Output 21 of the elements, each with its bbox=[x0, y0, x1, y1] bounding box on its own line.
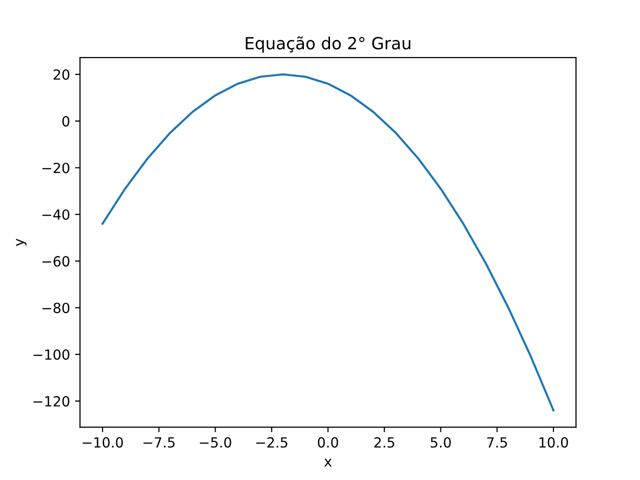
x-axis-title: x bbox=[324, 458, 332, 466]
y-axis-title: y bbox=[16, 238, 27, 246]
x-tick-label: −10.0 bbox=[82, 437, 123, 448]
y-tick-label: −60 bbox=[42, 256, 70, 267]
x-tick-label: −7.5 bbox=[144, 437, 175, 448]
y-tick-label: −100 bbox=[34, 349, 70, 360]
y-tick-label: −20 bbox=[42, 162, 70, 174]
x-tick-label: −5.0 bbox=[200, 437, 232, 448]
x-tick-label: 7.5 bbox=[487, 437, 507, 448]
y-tick-label: 20 bbox=[54, 69, 70, 80]
x-tick-label: 10.0 bbox=[540, 437, 568, 448]
chart-title: Equação do 2° Grau bbox=[246, 36, 410, 53]
x-tick-label: 0.0 bbox=[318, 437, 338, 448]
line-series bbox=[102, 73, 554, 412]
y-tick-label: −40 bbox=[42, 209, 70, 220]
y-tick-label: −120 bbox=[34, 396, 70, 407]
x-tick-label: −2.5 bbox=[256, 437, 288, 448]
x-tick-label: 2.5 bbox=[374, 437, 394, 448]
y-tick-label: −80 bbox=[42, 302, 70, 314]
y-tick-label: 0 bbox=[62, 116, 70, 127]
x-tick-label: 5.0 bbox=[430, 437, 451, 448]
